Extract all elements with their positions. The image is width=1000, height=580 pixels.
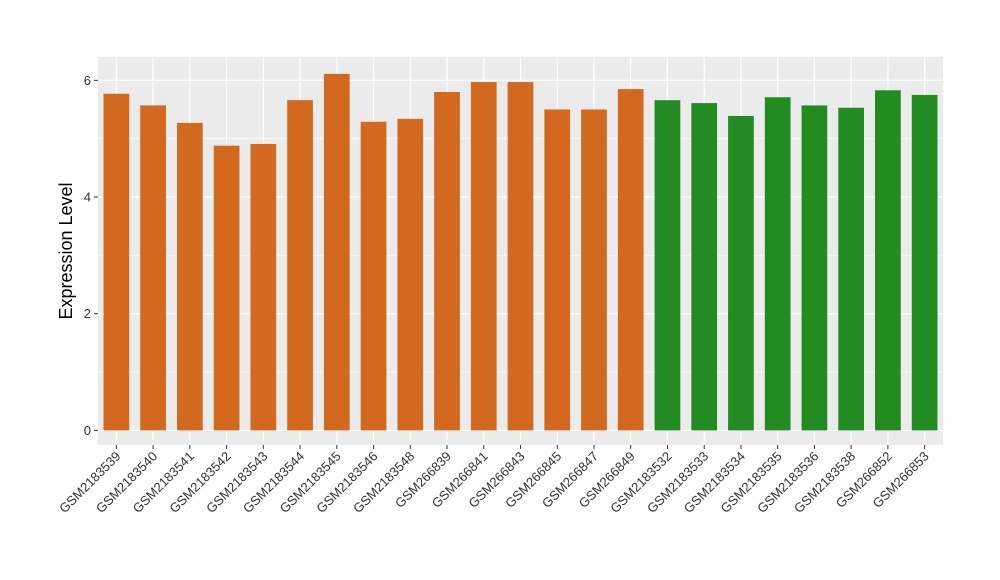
bar-GSM2183542 [213, 145, 240, 431]
y-tick-label: 4 [84, 190, 91, 205]
bar-GSM2183539 [103, 93, 130, 431]
bar-GSM2183546 [360, 121, 387, 431]
bar-GSM2183535 [764, 97, 791, 431]
y-tick-label: 0 [84, 423, 91, 438]
y-axis: 0 2 4 6 [84, 73, 98, 438]
bar-GSM2183536 [801, 105, 828, 431]
bar-GSM266845 [544, 109, 571, 431]
bar-GSM266852 [875, 90, 901, 431]
bar-GSM2183533 [691, 103, 718, 431]
bar-GSM2183543 [250, 143, 277, 431]
bar-GSM2183544 [287, 100, 313, 431]
bar-GSM2183541 [176, 122, 203, 431]
bar-GSM2183545 [323, 73, 350, 431]
y-tick-label: 2 [84, 306, 91, 321]
bar-GSM2183540 [140, 105, 166, 431]
bar-GSM266847 [581, 109, 607, 431]
y-tick-label: 6 [84, 73, 91, 88]
x-axis: GSM2183539GSM2183540GSM2183541GSM2183542… [56, 445, 932, 516]
bars [103, 73, 938, 431]
bar-GSM2183534 [728, 115, 754, 431]
bar-GSM266853 [911, 94, 938, 431]
y-axis-title: Expression Level [56, 182, 76, 319]
bar-GSM266843 [507, 82, 534, 431]
bar-GSM2183548 [397, 118, 424, 431]
bar-GSM266849 [617, 89, 644, 431]
bar-GSM2183532 [654, 100, 681, 431]
bar-GSM266839 [434, 92, 460, 431]
bar-GSM2183538 [838, 107, 865, 431]
bar-GSM266841 [470, 82, 497, 431]
